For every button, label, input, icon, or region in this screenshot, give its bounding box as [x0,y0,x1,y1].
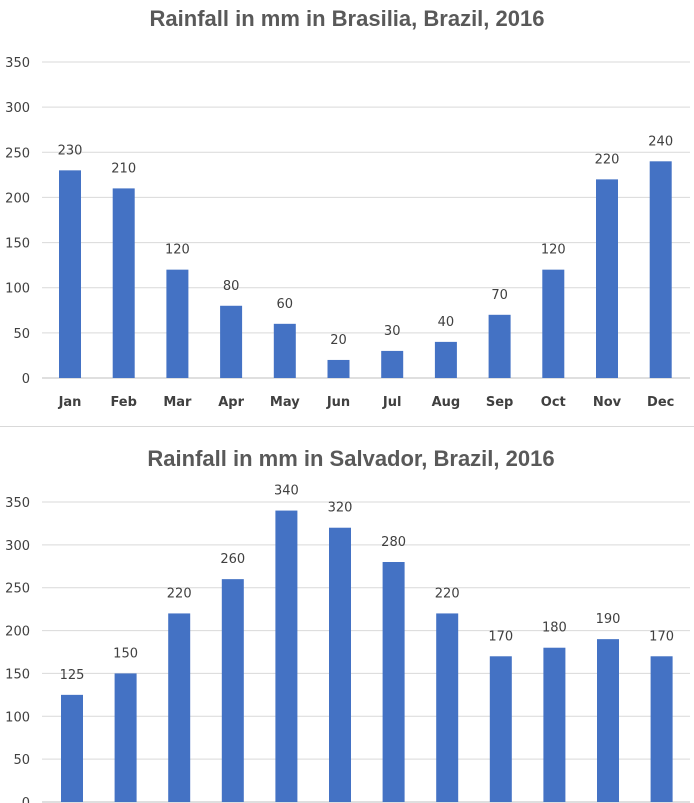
data-label: 320 [328,501,353,516]
y-tick-label: 50 [13,327,30,342]
bar-sep [489,656,512,802]
bar-aug [434,341,457,378]
x-tick-label: Apr [218,395,244,410]
bar-apr [221,579,244,802]
x-tick-label: Sep [486,395,514,410]
y-tick-label: 200 [5,625,30,640]
x-tick-label: Aug [432,395,461,410]
x-tick-label: Jun [326,395,350,410]
bar-jun [329,527,351,802]
x-tick-label: Oct [541,395,566,410]
data-label: 70 [491,288,508,303]
bar-jun [327,359,350,378]
bar-may [273,323,296,378]
bar-dec [650,656,673,802]
data-label: 170 [488,629,513,644]
bar-apr [220,305,243,378]
data-label: 180 [542,621,567,636]
y-tick-label: 50 [13,753,30,768]
bar-oct [543,647,566,802]
bar-jul [381,350,404,378]
data-label: 340 [274,484,299,499]
salvador-rainfall-chart: Rainfall in mm in Salvador, Brazil, 2016… [5,446,690,803]
y-tick-label: 350 [5,496,30,511]
bar-nov [597,639,619,802]
x-tick-label: Jan [58,395,82,410]
y-tick-label: 300 [5,539,30,554]
bar-jan [61,694,83,802]
data-label: 190 [596,612,621,627]
bar-feb [112,188,135,378]
data-label: 150 [113,646,138,661]
y-tick-label: 100 [5,710,30,725]
bar-mar [168,613,191,802]
data-label: 120 [165,243,190,258]
y-tick-label: 250 [5,582,30,597]
bar-oct [542,269,565,378]
bar-sep [488,314,511,378]
bar-nov [596,179,618,378]
x-tick-label: Mar [163,395,192,410]
y-tick-label: 350 [5,56,30,71]
x-tick-label: Nov [593,395,622,410]
bar-jul [382,562,405,802]
data-label: 260 [220,552,245,567]
y-tick-label: 250 [5,146,30,161]
y-tick-label: 150 [5,667,30,682]
data-label: 40 [438,315,455,330]
bar-may [275,510,298,802]
y-tick-label: 300 [5,101,30,116]
data-label: 80 [223,279,240,294]
data-label: 220 [595,152,620,167]
data-label: 220 [435,586,460,601]
x-tick-label: Feb [110,395,136,410]
chart-title: Rainfall in mm in Salvador, Brazil, 2016 [147,446,554,471]
bar-jan [59,170,81,378]
data-label: 220 [167,586,192,601]
x-tick-label: May [270,395,300,410]
chart-divider [0,426,694,427]
data-label: 230 [58,143,83,158]
bar-dec [649,161,672,378]
brasilia-rainfall-chart: Rainfall in mm in Brasilia, Brazil, 2016… [5,6,690,410]
data-label: 240 [648,134,673,149]
bar-aug [436,613,459,802]
y-tick-label: 100 [5,282,30,297]
y-tick-label: 0 [22,372,30,387]
data-label: 20 [330,333,347,348]
data-label: 125 [60,668,85,683]
data-label: 170 [649,629,674,644]
bar-mar [166,269,189,378]
y-tick-label: 150 [5,237,30,252]
data-label: 60 [277,297,294,312]
data-label: 280 [381,535,406,550]
bar-feb [114,673,137,802]
data-label: 120 [541,243,566,258]
chart-title: Rainfall in mm in Brasilia, Brazil, 2016 [150,6,545,31]
data-label: 210 [111,161,136,176]
x-tick-label: Dec [647,395,674,410]
x-tick-label: Jul [382,395,402,410]
data-label: 30 [384,324,401,339]
y-tick-label: 200 [5,191,30,206]
y-tick-label: 0 [22,796,30,803]
